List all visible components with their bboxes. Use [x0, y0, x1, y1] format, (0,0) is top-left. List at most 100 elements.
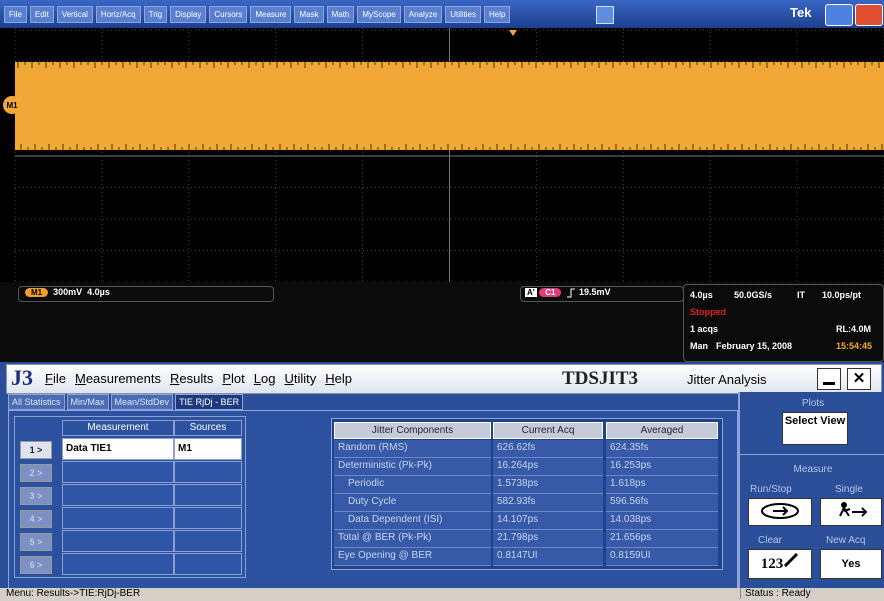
- run-stop-button[interactable]: [748, 498, 812, 526]
- table-cell: [174, 507, 242, 529]
- waveform-display: M1: [0, 28, 884, 282]
- app-menu-item[interactable]: Plot: [222, 371, 245, 386]
- trigger-mode: Man: [690, 341, 708, 351]
- brand: Tek: [790, 5, 812, 20]
- table-cell: 16.253ps: [606, 458, 718, 476]
- scope-menu: File Edit Vertical Horiz/Acq Trig Display Curs…: [4, 6, 511, 23]
- menu-status: Menu: Results->TIE:RjDj-BER: [6, 588, 141, 599]
- table-cell: 14.107ps: [493, 512, 603, 530]
- column-header: Averaged: [606, 422, 718, 439]
- separator: [740, 454, 884, 455]
- acquisition-state: Stopped: [690, 307, 726, 317]
- select-view-button[interactable]: Select View: [782, 412, 848, 445]
- table-cell: Duty Cycle: [334, 494, 491, 512]
- app-minimize[interactable]: [817, 368, 841, 390]
- table-cell: 1.618ps: [606, 476, 718, 494]
- channel-timebase: 4.0µs: [87, 287, 110, 297]
- single-label: Single: [835, 484, 863, 495]
- row-button[interactable]: 6 >: [20, 556, 52, 574]
- app-menu-item[interactable]: Help: [325, 371, 352, 386]
- table-cell: [62, 530, 174, 552]
- app-menu-item[interactable]: File: [45, 371, 66, 386]
- marker-label: M1: [6, 101, 18, 110]
- app-menu-item[interactable]: Log: [253, 371, 276, 386]
- scope-menu-item[interactable]: Help: [484, 6, 511, 23]
- measure-label: Measure: [793, 464, 833, 475]
- row-button[interactable]: 2 >: [20, 464, 52, 482]
- marker-badge: [3, 96, 21, 114]
- table-cell: 21.798ps: [493, 530, 603, 548]
- scope-menu-item[interactable]: Utilities: [445, 6, 481, 23]
- tab[interactable]: All Statistics: [8, 394, 65, 410]
- scope-menu-item[interactable]: Trig: [143, 6, 168, 23]
- single-button[interactable]: [820, 498, 882, 526]
- row-button[interactable]: 3 >: [20, 487, 52, 505]
- tab[interactable]: TIE RjDj - BER: [175, 394, 244, 410]
- scope-menu-item[interactable]: MyScope: [357, 6, 401, 23]
- table-cell: [62, 461, 174, 483]
- trigger-level: 19.5mV: [578, 287, 611, 297]
- scope-menu-bar: File Edit Vertical Horiz/Acq Trig Display Curs…: [0, 0, 884, 28]
- acquisition-count: 1 acqs: [690, 324, 719, 334]
- tab-strip: All Statistics Min/Max Mean/StdDev TIE RjDj…: [8, 394, 245, 410]
- table-cell: [62, 553, 174, 575]
- scope-menu-item[interactable]: Measure: [250, 6, 292, 23]
- table-frame: [14, 416, 246, 578]
- table-cell: [174, 461, 242, 483]
- clear-button[interactable]: 123: [748, 549, 812, 579]
- table-cell: [62, 484, 174, 506]
- app-menu-item[interactable]: Measurements: [74, 371, 161, 386]
- close-button[interactable]: [855, 4, 883, 26]
- side-panel: Plots Select View Measure Run/Stop Singl…: [738, 392, 884, 588]
- sample-rate: 50.0GS/s: [734, 290, 773, 300]
- app-close[interactable]: ✕: [847, 368, 871, 390]
- tab[interactable]: Mean/StdDev: [110, 394, 174, 410]
- run-stop-icon: [761, 503, 799, 519]
- scope-menu-item[interactable]: Analyze: [403, 6, 443, 23]
- new-acq-label: New Acq: [826, 535, 866, 546]
- trigger-source: C1: [539, 288, 562, 297]
- table-cell: 596.56fs: [606, 494, 718, 512]
- clear-label: Clear: [758, 535, 782, 546]
- app-title: TDSJIT3: [562, 368, 639, 389]
- clear-icon: 123: [760, 556, 784, 572]
- resolution: 10.0ps/pt: [822, 290, 862, 300]
- run-stop-label: Run/Stop: [750, 484, 792, 495]
- table-cell: 624.35fs: [606, 440, 718, 458]
- channel-badge: M1: [25, 288, 49, 297]
- app-menu-item[interactable]: Results: [169, 371, 214, 386]
- scope-menu-item[interactable]: Cursors: [209, 6, 248, 23]
- scope-menu-item[interactable]: Vertical: [56, 6, 93, 23]
- app-menu-item[interactable]: Utility: [284, 371, 317, 386]
- minimize-button[interactable]: [825, 4, 853, 26]
- acquisition-mode: IT: [797, 290, 805, 300]
- channel-scale: 300mV: [53, 287, 83, 297]
- row-button[interactable]: 5 >: [20, 533, 52, 551]
- dropdown-button[interactable]: [596, 6, 614, 24]
- column-header: Measurement: [62, 420, 174, 436]
- row-button[interactable]: 4 >: [20, 510, 52, 528]
- table-cell[interactable]: M1: [174, 438, 242, 460]
- app-title-bar: J3 File Measurements Results Plot Log Utility…: [6, 364, 882, 394]
- scope-menu-item[interactable]: Edit: [29, 6, 54, 23]
- new-acq-button[interactable]: Yes: [820, 549, 882, 579]
- table-cell: Deterministic (Pk-Pk): [334, 458, 491, 476]
- table-cell: Eye Opening @ BER: [334, 548, 491, 566]
- scope-menu-item[interactable]: Display: [170, 6, 207, 23]
- scope-menu-item[interactable]: Mask: [294, 6, 324, 23]
- table-cell[interactable]: Data TIE1: [62, 438, 174, 460]
- table-cell: Periodic: [334, 476, 491, 494]
- table-cell: [174, 484, 242, 506]
- table-cell: Random (RMS): [334, 440, 491, 458]
- plots-label: Plots: [801, 398, 825, 409]
- scope-menu-item[interactable]: Math: [326, 6, 355, 23]
- time: 15:54:45: [836, 341, 873, 351]
- date: February 15, 2008: [716, 341, 793, 351]
- app-status: Status : Ready: [740, 588, 811, 599]
- scope-menu-item[interactable]: File: [4, 6, 27, 23]
- row-button[interactable]: 1 >: [20, 441, 52, 459]
- pencil-icon: [784, 552, 799, 568]
- scope-menu-item[interactable]: Horiz/Acq: [95, 6, 141, 23]
- tab[interactable]: Min/Max: [66, 394, 109, 410]
